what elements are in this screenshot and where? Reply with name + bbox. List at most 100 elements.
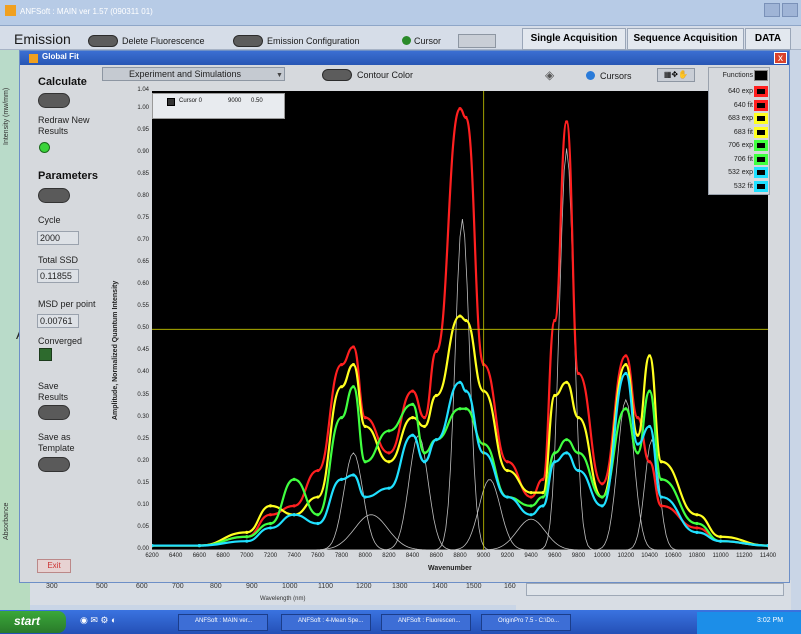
parameters-label: Parameters [38, 170, 98, 182]
close-window-icon[interactable] [782, 3, 798, 17]
point-640-exp-24 [636, 415, 640, 420]
point-640-exp-25 [647, 460, 652, 464]
legend-swatch-3[interactable] [754, 126, 768, 138]
legend-label-3: 683 fit [733, 128, 753, 136]
component-line-0 [152, 452, 768, 551]
legend-swatch-6[interactable] [754, 167, 768, 178]
point-706-exp-21 [576, 451, 581, 455]
x-tick-1: 6400 [169, 553, 183, 559]
point-532-exp-3 [268, 526, 273, 530]
y-tick-21: 1.04 [137, 87, 149, 93]
x-tick-24: 11000 [712, 553, 729, 559]
plot-area[interactable] [150, 91, 770, 551]
quick-launch-icons[interactable]: ◉ ✉ ⚙ ◐ [80, 615, 117, 625]
point-532-exp-10 [411, 433, 415, 437]
task-anfsoft-main[interactable]: ANFSoft : MAIN ver... [178, 614, 268, 631]
y-tick-15: 0.75 [137, 214, 149, 221]
x-axis-label: Wavenumber [428, 565, 472, 572]
point-640-exp-22 [600, 482, 604, 486]
point-532-exp-12 [434, 438, 438, 442]
x-tick-10: 8200 [382, 553, 396, 559]
x-tick-0: 6200 [145, 553, 159, 559]
x-tick-19: 10000 [593, 553, 611, 559]
experiment-dropdown[interactable]: Experiment and Simulations [102, 67, 285, 81]
point-683-exp-21 [576, 415, 581, 420]
cycle-label: Cycle [38, 215, 61, 225]
parameters-button[interactable] [38, 188, 70, 203]
point-706-exp-10 [411, 402, 415, 406]
point-640-exp-10 [411, 389, 415, 393]
task-originpro[interactable]: OriginPro 7.5 - C:\Do... [481, 614, 571, 631]
app-icon [5, 5, 16, 16]
cursors-toggle-icon[interactable] [586, 71, 595, 80]
background-x-tick-4: 800 [210, 583, 222, 590]
minimize-icon[interactable] [764, 3, 780, 17]
point-640-exp-6 [339, 363, 344, 367]
point-532-exp-26 [659, 495, 663, 499]
point-683-exp-25 [647, 354, 652, 358]
cursor-table[interactable] [152, 93, 285, 119]
save-template-button[interactable] [38, 457, 70, 472]
x-tick-26: 11400 [759, 553, 777, 559]
x-tick-15: 9200 [500, 553, 515, 559]
cursor-swatch-icon[interactable] [167, 98, 175, 106]
point-640-exp-11 [422, 415, 427, 420]
calculate-button[interactable] [38, 93, 70, 108]
plot-tools-icon[interactable]: ▦✥✋ [657, 68, 695, 82]
legend-swatch-1[interactable] [754, 99, 768, 111]
redraw-label: Redraw New Results [38, 115, 90, 136]
point-683-exp-17 [529, 491, 533, 495]
redraw-led[interactable] [39, 142, 50, 153]
point-640-exp-7 [351, 345, 355, 349]
msd-label: MSD per point [38, 299, 96, 309]
tab-data[interactable]: DATA [745, 28, 791, 50]
background-right-box [526, 583, 784, 596]
point-706-exp-23 [624, 407, 628, 411]
legend-swatch-functions[interactable] [754, 70, 768, 81]
legend-swatch-5[interactable] [754, 153, 768, 165]
y-tick-1: 0.05 [137, 523, 149, 530]
clock: 3:02 PM [757, 617, 784, 624]
tab-sequence-acquisition[interactable]: Sequence Acquisition [627, 28, 744, 50]
point-640-exp-17 [529, 495, 533, 499]
emission-configuration-button[interactable] [233, 35, 263, 47]
legend-swatch-4[interactable] [754, 140, 768, 151]
save-results-button[interactable] [38, 405, 70, 420]
y-tick-0: 0.00 [137, 546, 149, 552]
background-x-tick-7: 1100 [318, 583, 334, 590]
point-532-exp-18 [541, 504, 545, 508]
x-tick-17: 9600 [548, 553, 562, 559]
total-ssd-label: Total SSD [38, 255, 79, 265]
navigate-icon[interactable]: ◈ [545, 68, 555, 82]
point-640-exp-26 [659, 504, 663, 508]
point-683-exp-11 [422, 424, 427, 429]
legend-swatch-0[interactable] [754, 86, 768, 97]
main-window-title: ANFSoft : MAIN ver 1.57 (090311 01) [20, 7, 153, 16]
task-anfsoft-mean[interactable]: ANFSoft : 4-Mean Spe... [281, 614, 371, 631]
legend-swatch-7[interactable] [754, 180, 768, 192]
point-683-exp-5 [316, 495, 320, 499]
y-tick-8: 0.40 [137, 369, 149, 376]
close-icon[interactable]: x [774, 52, 787, 64]
graph-tools-icon[interactable] [458, 34, 496, 48]
legend-label-0: 640 exp [728, 88, 753, 95]
contour-color-button[interactable] [322, 69, 352, 81]
point-683-exp-16 [505, 468, 509, 473]
y-tick-19: 0.95 [137, 126, 149, 133]
task-anfsoft-fluorescence[interactable]: ANFSoft : Fluorescen... [381, 614, 471, 631]
converged-led [39, 348, 52, 361]
cursor-indicator-icon[interactable] [402, 36, 411, 45]
delete-fluorescence-button[interactable] [88, 35, 118, 47]
legend-swatch-2[interactable] [754, 113, 768, 124]
start-button[interactable]: start [0, 611, 66, 633]
spectrum-chart[interactable] [150, 91, 770, 551]
main-titlebar [0, 0, 801, 26]
cursor-label: Cursor [414, 36, 442, 46]
y-tick-11: 0.55 [137, 303, 149, 310]
tab-single-acquisition[interactable]: Single Acquisition [522, 28, 626, 50]
x-tick-23: 10800 [688, 553, 706, 559]
chevron-down-icon[interactable]: ▼ [276, 72, 283, 79]
legend-label-4: 706 exp [728, 142, 753, 149]
exit-button[interactable]: Exit [37, 559, 71, 573]
point-640-exp-23 [624, 354, 628, 358]
